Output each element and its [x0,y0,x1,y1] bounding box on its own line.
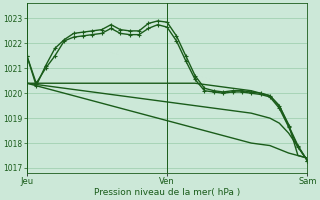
X-axis label: Pression niveau de la mer( hPa ): Pression niveau de la mer( hPa ) [94,188,240,197]
